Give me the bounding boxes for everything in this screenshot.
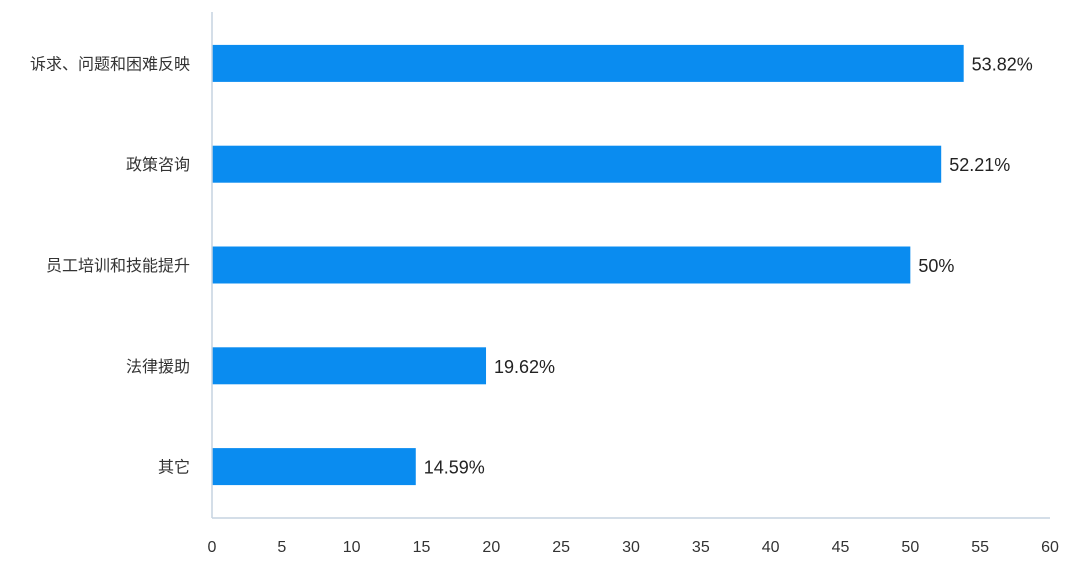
category-label-4: 其它: [158, 458, 190, 477]
x-tick-label-5: 25: [552, 539, 570, 556]
bar-3: [212, 347, 487, 385]
value-label-2: 50%: [918, 256, 954, 276]
x-tick-label-3: 15: [413, 539, 431, 556]
category-label-1: 政策咨询: [126, 155, 190, 174]
value-label-0: 53.82%: [972, 54, 1033, 74]
x-tick-label-9: 45: [832, 539, 850, 556]
bar-1: [212, 145, 942, 183]
x-tick-label-11: 55: [971, 539, 989, 556]
bars-group: [212, 44, 964, 486]
x-tick-label-6: 30: [622, 539, 640, 556]
bar-2: [212, 246, 911, 284]
x-tick-label-1: 5: [277, 539, 286, 556]
value-label-4: 14.59%: [424, 458, 485, 478]
bar-4: [212, 448, 416, 486]
category-label-3: 法律援助: [126, 357, 190, 376]
bar-0: [212, 44, 964, 82]
x-axis-ticks: 0 5 10 15 20 25 30 35 40 45 50 55 60: [208, 539, 1059, 556]
x-tick-label-12: 60: [1041, 539, 1059, 556]
x-tick-label-4: 20: [482, 539, 500, 556]
x-tick-label-7: 35: [692, 539, 710, 556]
value-label-1: 52.21%: [949, 155, 1010, 175]
x-tick-label-8: 40: [762, 539, 780, 556]
category-label-2: 员工培训和技能提升: [46, 256, 190, 275]
value-label-3: 19.62%: [494, 357, 555, 377]
value-labels: 53.82% 52.21% 50% 19.62% 14.59%: [424, 54, 1033, 477]
category-label-0: 诉求、问题和困难反映: [30, 54, 190, 73]
x-tick-label-2: 10: [343, 539, 361, 556]
x-tick-label-0: 0: [208, 539, 217, 556]
x-tick-label-10: 50: [901, 539, 919, 556]
